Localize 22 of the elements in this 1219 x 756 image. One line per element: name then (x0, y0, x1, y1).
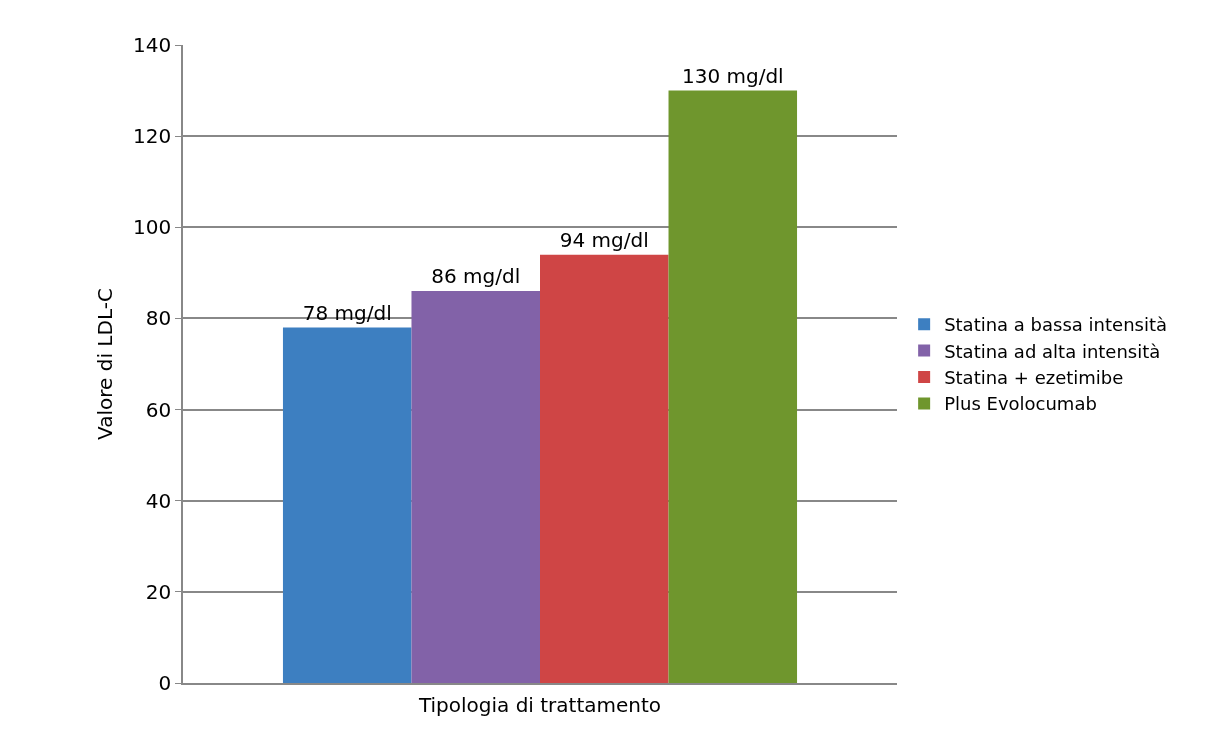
bar (668, 90, 798, 683)
y-tick-label: 40 (145, 488, 172, 513)
data-label: 78 mg/dl (302, 300, 392, 325)
y-tick-label: 120 (133, 124, 172, 149)
legend-label: Statina a bassa intensità (944, 314, 1168, 336)
x-axis-title: Tipologia di trattamento (417, 692, 662, 717)
y-tick-label: 80 (145, 306, 172, 331)
data-label: 130 mg/dl (681, 63, 784, 88)
y-tick-label: 0 (158, 671, 172, 695)
legend-label: Statina + ezetimibe (944, 367, 1124, 389)
y-axis-title: Valore di LDL-C (93, 288, 118, 440)
legend-label: Plus Evolocumab (944, 393, 1097, 415)
y-tick-label: 60 (145, 397, 172, 422)
data-label: 94 mg/dl (559, 227, 649, 252)
bar (540, 254, 669, 683)
bar (411, 291, 540, 683)
bar (282, 327, 412, 683)
legend-label: Statina ad alta intensità (944, 340, 1161, 362)
y-tick-label: 20 (145, 579, 172, 604)
data-label: 86 mg/dl (431, 264, 521, 289)
y-tick-label: 140 (133, 33, 172, 57)
y-tick-label: 100 (133, 215, 172, 240)
